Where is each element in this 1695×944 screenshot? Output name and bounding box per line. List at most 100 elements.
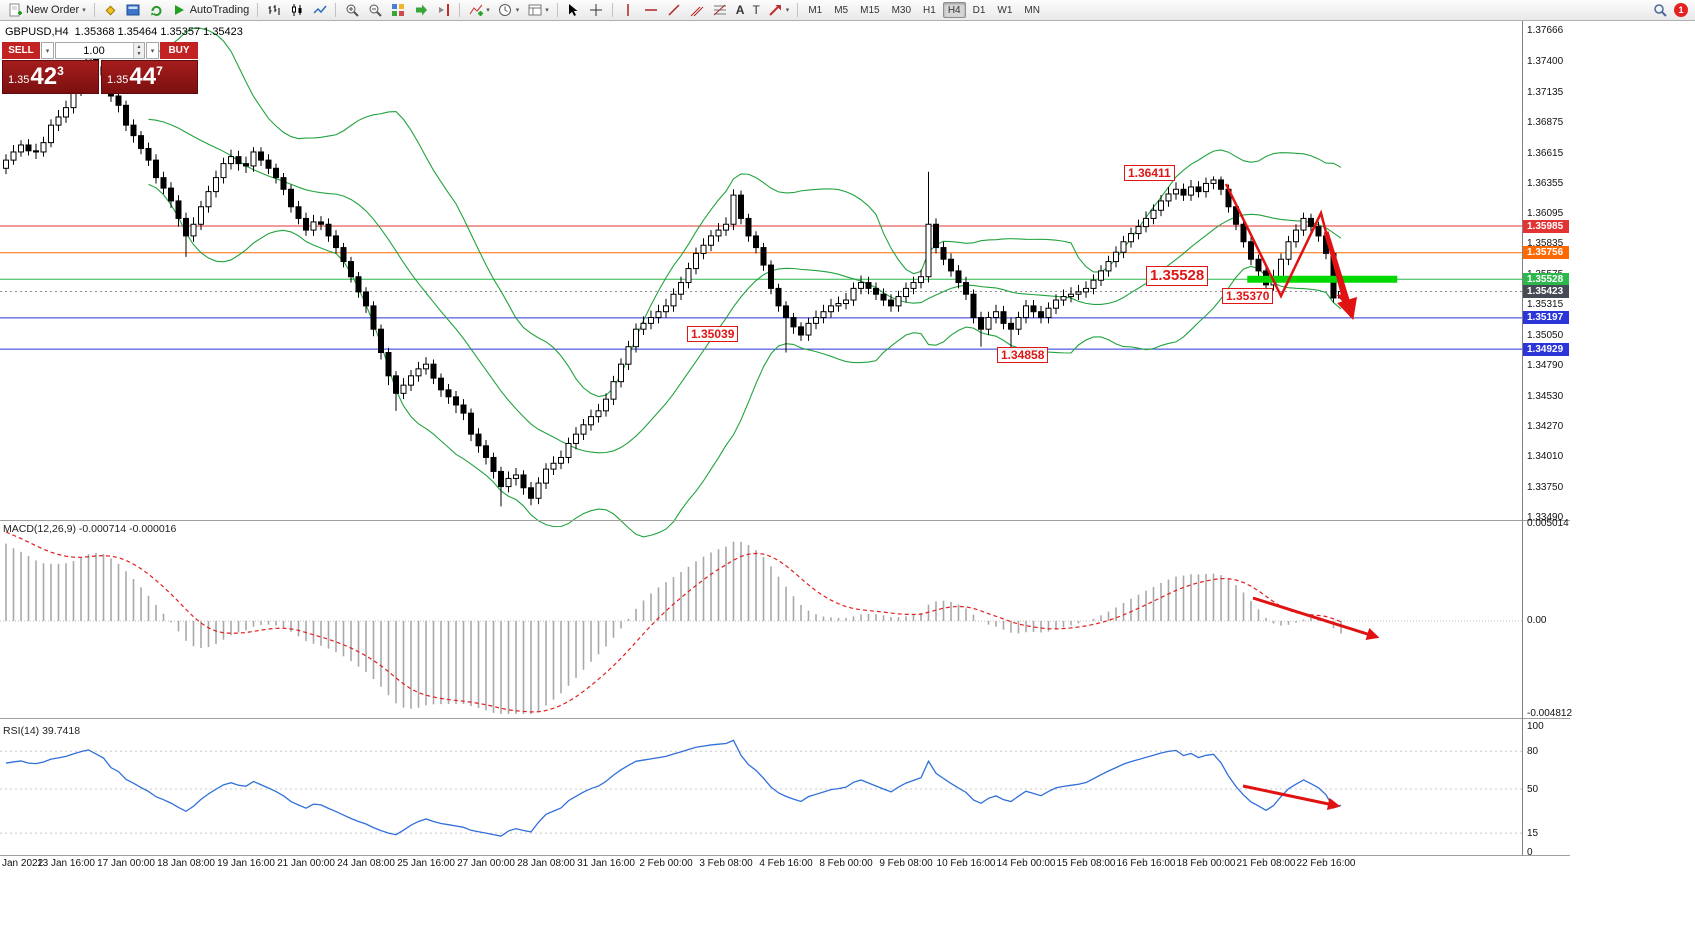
price-annotation[interactable]: 1.34858 bbox=[997, 347, 1049, 364]
trendline-tool-button[interactable] bbox=[664, 1, 685, 19]
macd-indicator-label: MACD(12,26,9) -0.000714 -0.000016 bbox=[3, 523, 177, 535]
sell-button[interactable]: SELL bbox=[2, 42, 40, 59]
templates-button[interactable]: ▾ bbox=[524, 1, 552, 19]
text-tool-button[interactable]: A bbox=[733, 1, 748, 19]
candle bbox=[303, 217, 309, 231]
candle bbox=[370, 305, 377, 330]
candle bbox=[550, 462, 557, 470]
timeframe-m15-button[interactable]: M15 bbox=[860, 4, 880, 16]
candle bbox=[33, 150, 39, 153]
candle bbox=[625, 346, 632, 365]
candle bbox=[880, 293, 887, 301]
candle bbox=[1113, 251, 1119, 263]
auto-scroll-icon bbox=[413, 3, 428, 18]
candle bbox=[1315, 226, 1322, 237]
sell-price-display[interactable]: 1.35 42 3 bbox=[2, 60, 99, 94]
candle bbox=[1188, 186, 1194, 196]
candle bbox=[1285, 241, 1292, 260]
indicators-button[interactable]: ▾ bbox=[465, 1, 493, 19]
arrows-tool-button[interactable]: ▾ bbox=[765, 1, 793, 19]
sell-price-big: 42 bbox=[30, 63, 58, 90]
candle bbox=[3, 159, 9, 169]
candle bbox=[775, 287, 782, 307]
candle bbox=[400, 384, 407, 394]
zoom-in-button[interactable] bbox=[341, 1, 362, 19]
zoom-out-button[interactable] bbox=[364, 1, 385, 19]
candle bbox=[415, 368, 422, 377]
tile-windows-button[interactable] bbox=[387, 1, 408, 19]
metaeditor-button[interactable] bbox=[100, 1, 121, 19]
price-annotation[interactable]: 1.35039 bbox=[687, 326, 739, 343]
volume-up-button[interactable]: ▲ bbox=[134, 43, 144, 51]
volume-stepper: ▲ ▼ bbox=[133, 43, 144, 58]
candle bbox=[640, 322, 647, 330]
trend-arrow[interactable] bbox=[1252, 596, 1380, 640]
buy-button[interactable]: BUY bbox=[160, 42, 198, 59]
candle bbox=[910, 282, 917, 289]
timeframe-d1-button[interactable]: D1 bbox=[972, 4, 986, 16]
timeframe-m1-button[interactable]: M1 bbox=[808, 4, 823, 16]
search-button[interactable] bbox=[1649, 1, 1670, 19]
candle bbox=[288, 188, 294, 208]
price-annotation[interactable]: 1.36411 bbox=[1124, 165, 1175, 182]
candle bbox=[595, 410, 602, 418]
templates-caret-icon: ▾ bbox=[545, 6, 549, 14]
candle bbox=[1090, 279, 1097, 289]
candle bbox=[1128, 233, 1134, 243]
cursor-tool-button[interactable] bbox=[563, 1, 584, 19]
refresh-button[interactable] bbox=[146, 1, 167, 19]
autotrading-label: AutoTrading bbox=[189, 4, 250, 16]
periods-button[interactable]: ▾ bbox=[495, 1, 523, 19]
bollinger-middle-band bbox=[148, 118, 1342, 454]
sell-options-dropdown[interactable]: ▾ bbox=[41, 42, 54, 59]
trend-arrow[interactable] bbox=[1323, 231, 1358, 321]
auto-scroll-button[interactable] bbox=[410, 1, 431, 19]
new-order-button[interactable]: New Order ▾ bbox=[5, 1, 89, 19]
candle bbox=[1008, 322, 1014, 330]
chart-area[interactable] bbox=[0, 0, 1570, 877]
bar-chart-icon bbox=[266, 3, 281, 18]
notification-badge[interactable]: 1 bbox=[1674, 3, 1688, 17]
candle bbox=[685, 268, 692, 284]
autotrading-button[interactable]: AutoTrading bbox=[169, 1, 253, 19]
timeframe-h4-button[interactable]: H4 bbox=[942, 2, 966, 18]
volume-input[interactable] bbox=[56, 43, 144, 58]
sell-price-prefix: 1.35 bbox=[8, 74, 30, 86]
channel-tool-button[interactable] bbox=[687, 1, 708, 19]
timeframe-w1-button[interactable]: W1 bbox=[997, 4, 1013, 16]
text-label-tool-button[interactable]: T bbox=[749, 1, 762, 19]
buy-price-display[interactable]: 1.35 44 7 bbox=[101, 60, 198, 94]
candle bbox=[790, 317, 797, 328]
timeframe-m5-button[interactable]: M5 bbox=[834, 4, 849, 16]
chart-shift-icon bbox=[436, 3, 451, 18]
trend-arrow[interactable] bbox=[1242, 784, 1341, 811]
candle bbox=[708, 235, 714, 246]
candle bbox=[318, 221, 324, 225]
price-annotation[interactable]: 1.35370 bbox=[1222, 288, 1274, 305]
candlestick-chart-button[interactable] bbox=[286, 1, 307, 19]
candle bbox=[1165, 193, 1172, 202]
volume-down-button[interactable]: ▼ bbox=[134, 50, 144, 58]
candle bbox=[183, 217, 189, 237]
vertical-line-tool-button[interactable] bbox=[618, 1, 639, 19]
timeframe-m30-button[interactable]: M30 bbox=[891, 4, 912, 16]
price-annotation[interactable]: 1.35528 bbox=[1146, 266, 1209, 286]
timeframe-h1-button[interactable]: H1 bbox=[923, 4, 936, 16]
crosshair-tool-button[interactable] bbox=[586, 1, 607, 19]
buy-options-dropdown[interactable]: ▾ bbox=[146, 42, 159, 59]
periods-caret-icon: ▾ bbox=[515, 6, 520, 14]
candlestick-chart-icon bbox=[289, 3, 304, 18]
timeframe-mn-button[interactable]: MN bbox=[1024, 4, 1040, 16]
candle bbox=[130, 124, 137, 137]
candle bbox=[228, 156, 234, 165]
line-chart-button[interactable] bbox=[309, 1, 330, 19]
bar-chart-button[interactable] bbox=[263, 1, 284, 19]
candle bbox=[948, 258, 954, 272]
one-click-trading-panel: SELL ▾ ▲ ▼ ▾ BUY 1.35 42 3 1.35 44 7 bbox=[2, 42, 198, 94]
fibonacci-tool-button[interactable] bbox=[710, 1, 731, 19]
horizontal-line-tool-button[interactable] bbox=[641, 1, 662, 19]
chart-shift-button[interactable] bbox=[433, 1, 454, 19]
bollinger-lower-band bbox=[148, 183, 1342, 538]
terminal-button[interactable] bbox=[123, 1, 144, 19]
candle bbox=[250, 151, 257, 167]
